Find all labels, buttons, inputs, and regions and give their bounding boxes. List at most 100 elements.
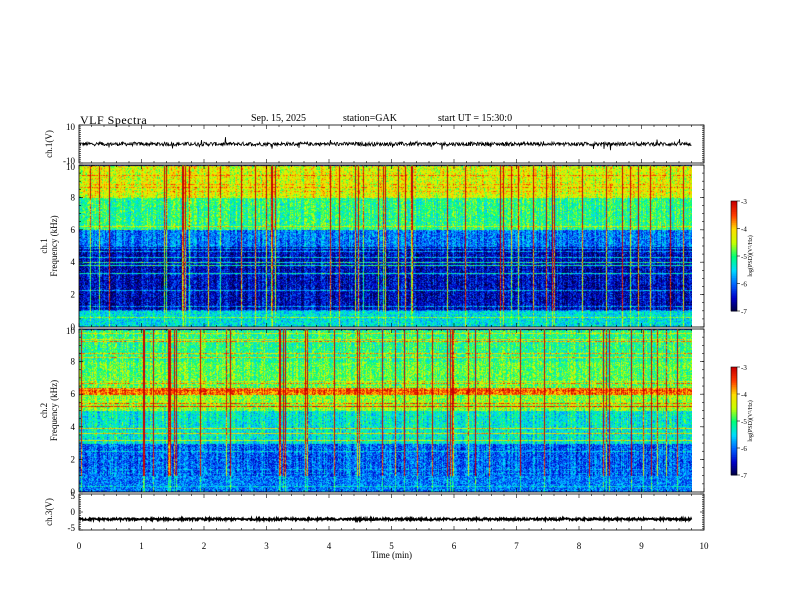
colorbar-swatch xyxy=(731,397,737,400)
colorbar-swatch xyxy=(731,406,737,409)
y-tick-label: 6 xyxy=(71,225,76,235)
colorbar-swatch xyxy=(731,226,737,229)
colorbar-swatch xyxy=(731,237,737,240)
y-tick-label: -5 xyxy=(68,523,76,533)
plot-title: VLF Spectra xyxy=(80,113,148,127)
colorbar-swatch xyxy=(731,367,737,370)
colorbar-swatch xyxy=(731,408,737,411)
colorbar-swatch xyxy=(731,451,737,454)
x-tick-label: 4 xyxy=(327,541,332,551)
colorbar-swatch xyxy=(731,413,737,417)
colorbar-swatch xyxy=(731,464,737,467)
y-axis-label: ch.2 xyxy=(39,403,49,418)
colorbar-swatch xyxy=(731,307,737,310)
colorbar-swatch xyxy=(731,239,737,242)
colorbar-swatch xyxy=(731,460,737,463)
colorbar-swatch xyxy=(731,449,737,453)
y-tick-label: 8 xyxy=(71,192,76,202)
date-label: Sep. 15, 2025 xyxy=(251,113,306,124)
y-axis-label: Frequency (kHz) xyxy=(49,380,59,441)
colorbar-swatch xyxy=(731,257,737,261)
colorbar-swatch xyxy=(731,259,737,262)
colorbar-swatch xyxy=(731,241,737,244)
station-label: station=GAK xyxy=(343,113,397,124)
colorbar-tick-label: -6 xyxy=(741,281,747,289)
colorbar-swatch xyxy=(731,421,737,424)
colorbar-swatch xyxy=(731,442,737,445)
colorbar-swatch xyxy=(731,385,737,388)
colorbar-swatch xyxy=(731,457,737,460)
colorbar-swatch xyxy=(731,437,737,440)
x-axis-label: Time (min) xyxy=(371,550,412,560)
colorbar-swatch xyxy=(731,261,737,264)
colorbar-swatch xyxy=(731,230,737,233)
colorbar-swatch xyxy=(731,383,737,386)
colorbar-swatch xyxy=(731,390,737,393)
colorbar-swatch xyxy=(731,412,737,415)
colorbar-swatch xyxy=(731,223,737,226)
colorbar-swatch xyxy=(731,283,737,286)
colorbar-swatch xyxy=(731,462,737,465)
colorbar-swatch xyxy=(731,219,737,222)
colorbar-swatch xyxy=(731,210,737,213)
colorbar-swatch xyxy=(731,292,737,295)
colorbar-swatch xyxy=(731,246,737,250)
colorbar-swatch xyxy=(731,399,737,402)
colorbar-swatch xyxy=(731,455,737,458)
ch1-spectrogram-image xyxy=(79,165,692,327)
colorbar-swatch xyxy=(731,404,737,408)
colorbar-swatch xyxy=(731,212,737,215)
x-tick-label: 7 xyxy=(514,541,519,551)
colorbar-swatch xyxy=(731,254,737,257)
colorbar-swatch xyxy=(731,453,737,456)
colorbar-swatch xyxy=(731,235,737,239)
colorbar-tick-label: -3 xyxy=(741,364,747,372)
ch3-waveform-trace xyxy=(78,515,693,524)
x-tick-label: 2 xyxy=(202,541,207,551)
y-tick-label: 4 xyxy=(71,422,76,432)
colorbar-swatch xyxy=(731,224,737,228)
colorbar-swatch xyxy=(731,281,737,284)
x-tick-label: 9 xyxy=(639,541,644,551)
colorbar-swatch xyxy=(731,466,737,469)
colorbar-swatch xyxy=(731,394,737,397)
colorbar-swatch xyxy=(731,403,737,406)
y-tick-label: 2 xyxy=(71,454,76,464)
colorbar-swatch xyxy=(731,444,737,447)
y-axis-label: Frequency (kHz) xyxy=(49,215,59,276)
ch2-spectrogram-image xyxy=(79,329,692,492)
x-tick-label: 3 xyxy=(264,541,269,551)
colorbar-swatch xyxy=(731,469,737,472)
colorbar-swatch xyxy=(731,272,737,275)
colorbar-tick-label: -4 xyxy=(741,391,747,399)
colorbar-swatch xyxy=(731,435,737,438)
colorbar-swatch xyxy=(731,448,737,451)
y-tick-label: 0 xyxy=(71,487,76,497)
colorbar-swatch xyxy=(731,410,737,413)
x-tick-label: 5 xyxy=(389,541,394,551)
colorbar-swatch xyxy=(731,446,737,449)
colorbar-swatch xyxy=(731,206,737,209)
colorbar-swatch xyxy=(731,267,737,270)
colorbar-swatch xyxy=(731,278,737,281)
y-axis-label: ch.3(V) xyxy=(44,498,54,526)
colorbar-swatch xyxy=(731,300,737,303)
colorbar-swatch xyxy=(731,285,737,288)
x-tick-label: 6 xyxy=(452,541,457,551)
colorbar-swatch xyxy=(731,368,737,372)
colorbar-tick-label: -7 xyxy=(741,472,747,480)
colorbar-swatch xyxy=(731,248,737,251)
colorbar-swatch xyxy=(731,424,737,427)
x-tick-label: 0 xyxy=(77,541,82,551)
colorbar-swatch xyxy=(731,374,737,377)
colorbar-swatch xyxy=(731,221,737,224)
colorbar-swatch xyxy=(731,290,737,294)
colorbar-swatch xyxy=(731,370,737,373)
colorbar-swatch xyxy=(731,458,737,462)
colorbar-swatch xyxy=(731,433,737,436)
colorbar-swatch xyxy=(731,376,737,379)
colorbar-swatch xyxy=(731,392,737,395)
colorbar-swatch xyxy=(731,303,737,306)
colorbar-swatch xyxy=(731,440,737,444)
